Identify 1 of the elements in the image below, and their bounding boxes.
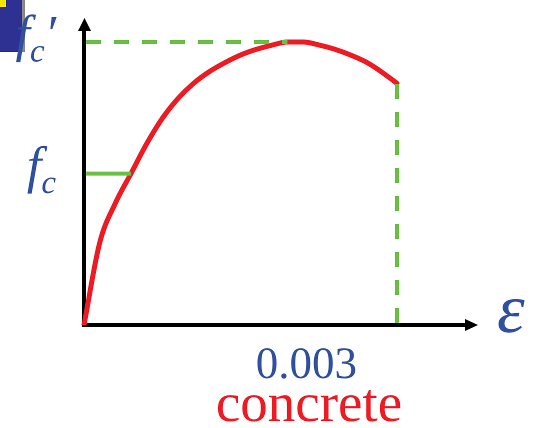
x-axis-title: ε <box>497 271 525 348</box>
